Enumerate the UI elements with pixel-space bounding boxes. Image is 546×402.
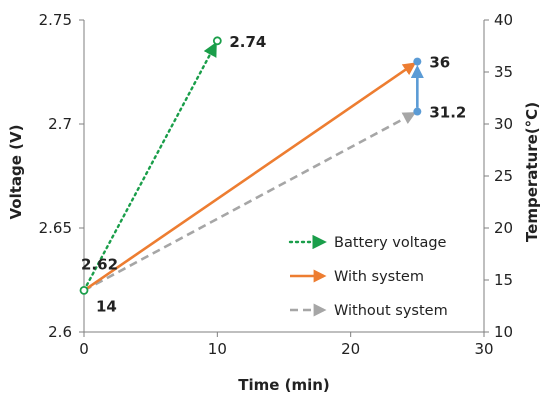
axes: 0 10 20 30 2.6 2.65 2.7 2.75 10 15 20 25 30 35 40 bbox=[39, 11, 514, 358]
series-line-battery-voltage bbox=[82, 41, 217, 292]
x-tick-label: 10 bbox=[208, 340, 227, 358]
y2-tick-label: 20 bbox=[494, 219, 513, 237]
legend: Battery voltage With system Without system bbox=[288, 234, 448, 319]
x-axis-title: Time (min) bbox=[238, 376, 330, 394]
y-tick-label: 2.7 bbox=[48, 115, 72, 133]
y2-tick-label: 15 bbox=[494, 271, 513, 289]
y-axis-title: Voltage (V) bbox=[7, 125, 25, 220]
y2-tick-label: 30 bbox=[494, 115, 513, 133]
series-line-with-system bbox=[83, 62, 417, 292]
legend-label: With system bbox=[334, 269, 424, 285]
series bbox=[79, 36, 424, 295]
y-tick-label: 2.65 bbox=[39, 219, 72, 237]
data-label: 31.2 bbox=[429, 104, 466, 122]
y2-tick-label: 10 bbox=[494, 323, 513, 341]
y2-tick-label: 35 bbox=[494, 63, 513, 81]
battery-voltage-point bbox=[79, 285, 89, 295]
y2-tick-label: 40 bbox=[494, 11, 513, 29]
difference-point-with-system bbox=[413, 57, 422, 66]
x-tick-label: 30 bbox=[474, 340, 493, 358]
legend-label: Without system bbox=[334, 303, 448, 319]
y2-tick-label: 25 bbox=[494, 167, 513, 185]
y-tick-label: 2.75 bbox=[39, 11, 72, 29]
data-label: 14 bbox=[96, 297, 117, 315]
x-tick-label: 0 bbox=[79, 340, 89, 358]
y-tick-label: 2.6 bbox=[48, 323, 72, 341]
legend-label: Battery voltage bbox=[334, 235, 447, 251]
difference-point-without-system bbox=[413, 107, 422, 116]
data-label: 36 bbox=[429, 54, 450, 72]
series-line-without-system bbox=[83, 112, 417, 292]
data-labels: 2.74 2.62 14 36 31.2 bbox=[81, 33, 466, 316]
x-tick-label: 20 bbox=[341, 340, 360, 358]
data-label: 2.62 bbox=[81, 255, 118, 273]
data-label: 2.74 bbox=[229, 33, 266, 51]
battery-voltage-point bbox=[212, 36, 222, 46]
y2-axis-title: Temperature(°C) bbox=[523, 102, 541, 242]
